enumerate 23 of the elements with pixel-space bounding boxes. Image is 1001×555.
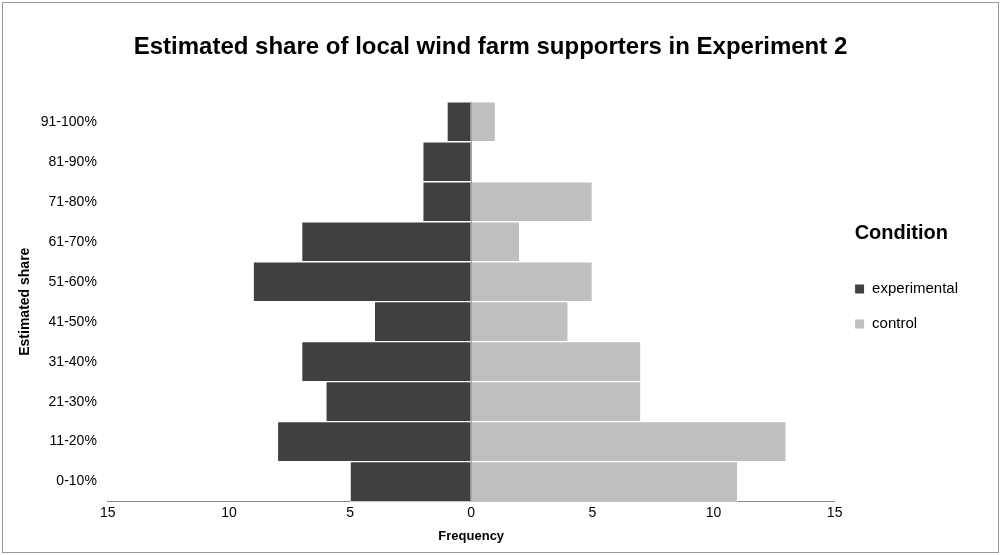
x-tick-label: 15 [100, 503, 116, 520]
x-tick-label: 15 [826, 503, 843, 520]
y-tick-label: 11-20% [49, 432, 97, 449]
x-tick-label: 5 [588, 503, 597, 520]
legend-label: control [872, 314, 918, 332]
x-tick-label: 10 [705, 503, 722, 520]
legend-label: experimental [872, 279, 959, 297]
x-tick-label: 10 [221, 503, 237, 520]
y-tick-label: 71-80% [48, 192, 97, 209]
y-tick-label: 31-40% [48, 352, 97, 369]
y-tick-label: 51-60% [48, 272, 97, 289]
x-tick-label: 0 [467, 503, 476, 520]
y-tick-label: 61-70% [48, 232, 97, 249]
y-tick-label: 0-10% [56, 472, 97, 489]
y-axis-title: Estimated share [16, 247, 33, 356]
chart-title: Estimated share of local wind farm supporters in Experiment 2 [133, 32, 848, 60]
y-tick-label: 41-50% [48, 312, 97, 329]
legend-title: Condition [854, 221, 948, 244]
x-axis-title: Frequency [438, 527, 505, 543]
y-tick-label: 21-30% [48, 392, 97, 409]
y-tick-label: 81-90% [48, 152, 97, 169]
y-tick-label: 91-100% [40, 112, 97, 129]
x-tick-label: 5 [346, 503, 355, 520]
